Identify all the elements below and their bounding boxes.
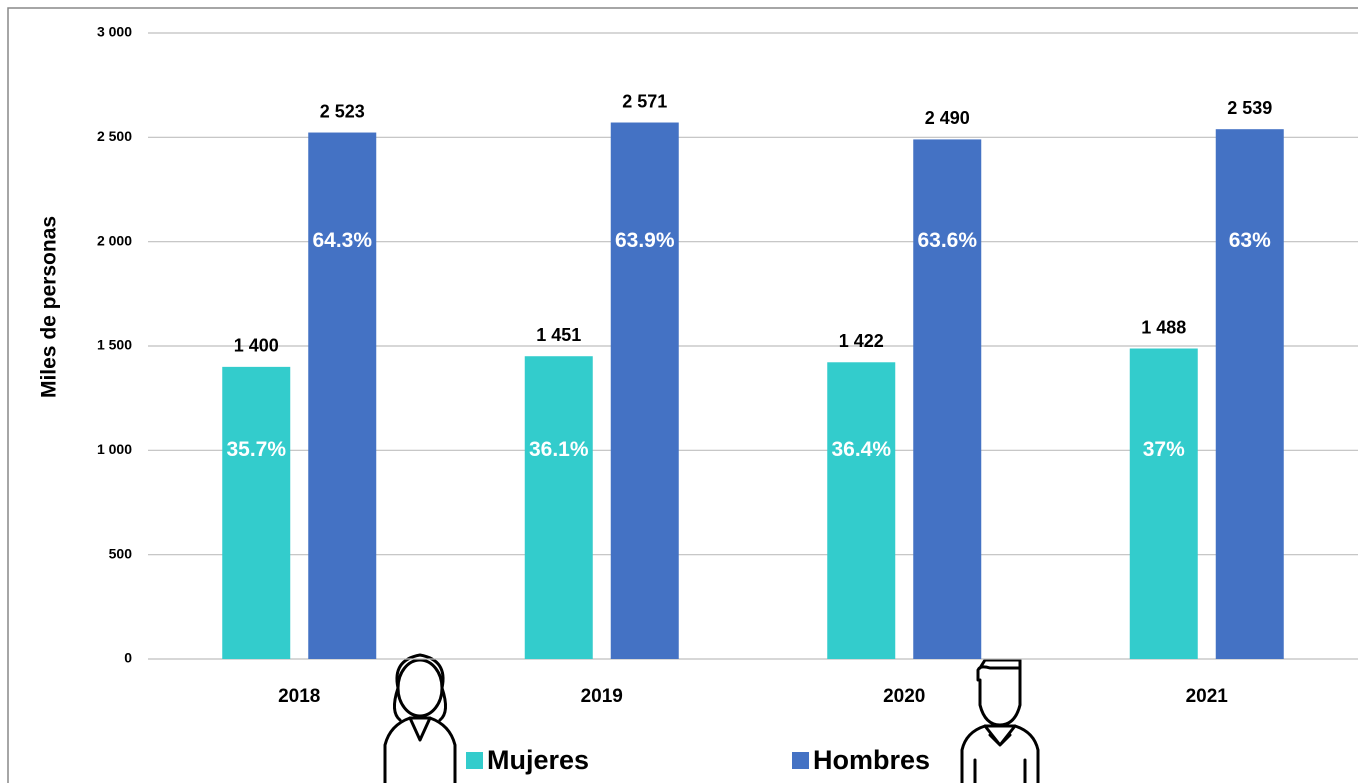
man-icon xyxy=(960,658,1040,783)
value-label: 1 400 xyxy=(234,336,279,356)
value-label: 1 451 xyxy=(536,325,581,345)
x-tick-label: 2021 xyxy=(1186,686,1229,707)
value-label: 2 539 xyxy=(1227,98,1272,118)
x-tick-label: 2018 xyxy=(278,686,320,707)
y-axis-label: Miles de personas xyxy=(38,216,61,398)
y-tick-label: 0 xyxy=(124,650,132,666)
value-label: 2 523 xyxy=(320,101,365,121)
bar xyxy=(913,139,982,660)
y-tick-label: 2 500 xyxy=(97,128,132,144)
x-tick-label: 2020 xyxy=(883,686,925,707)
legend-label: Mujeres xyxy=(487,745,589,775)
y-tick-label: 500 xyxy=(109,545,133,561)
legend-swatch xyxy=(792,752,809,769)
woman-icon xyxy=(383,653,457,783)
bar xyxy=(308,132,377,659)
percent-label: 63.9% xyxy=(615,229,675,252)
percent-label: 36.1% xyxy=(529,438,589,461)
bar xyxy=(222,366,291,659)
percent-label: 35.7% xyxy=(226,438,286,461)
bar xyxy=(827,362,896,659)
percent-label: 36.4% xyxy=(831,438,891,461)
value-label: 2 571 xyxy=(622,91,667,111)
x-tick-label: 2019 xyxy=(581,686,623,707)
value-label: 2 490 xyxy=(925,108,970,128)
bar xyxy=(1129,348,1198,659)
percent-label: 37% xyxy=(1143,438,1185,461)
y-tick-label: 2 000 xyxy=(97,232,132,248)
legend-label: Hombres xyxy=(813,745,930,775)
value-label: 1 488 xyxy=(1141,317,1186,337)
bar xyxy=(1215,129,1284,660)
bar xyxy=(610,122,679,659)
y-tick-label: 1 500 xyxy=(97,337,132,353)
y-tick-label: 1 000 xyxy=(97,441,132,457)
y-tick-label: 3 000 xyxy=(97,24,132,40)
legend-swatch xyxy=(466,752,483,769)
bar xyxy=(524,356,593,659)
frame xyxy=(7,7,1358,783)
value-label: 1 422 xyxy=(839,331,884,351)
percent-label: 64.3% xyxy=(312,229,372,252)
percent-label: 63.6% xyxy=(917,229,977,252)
percent-label: 63% xyxy=(1229,229,1271,252)
